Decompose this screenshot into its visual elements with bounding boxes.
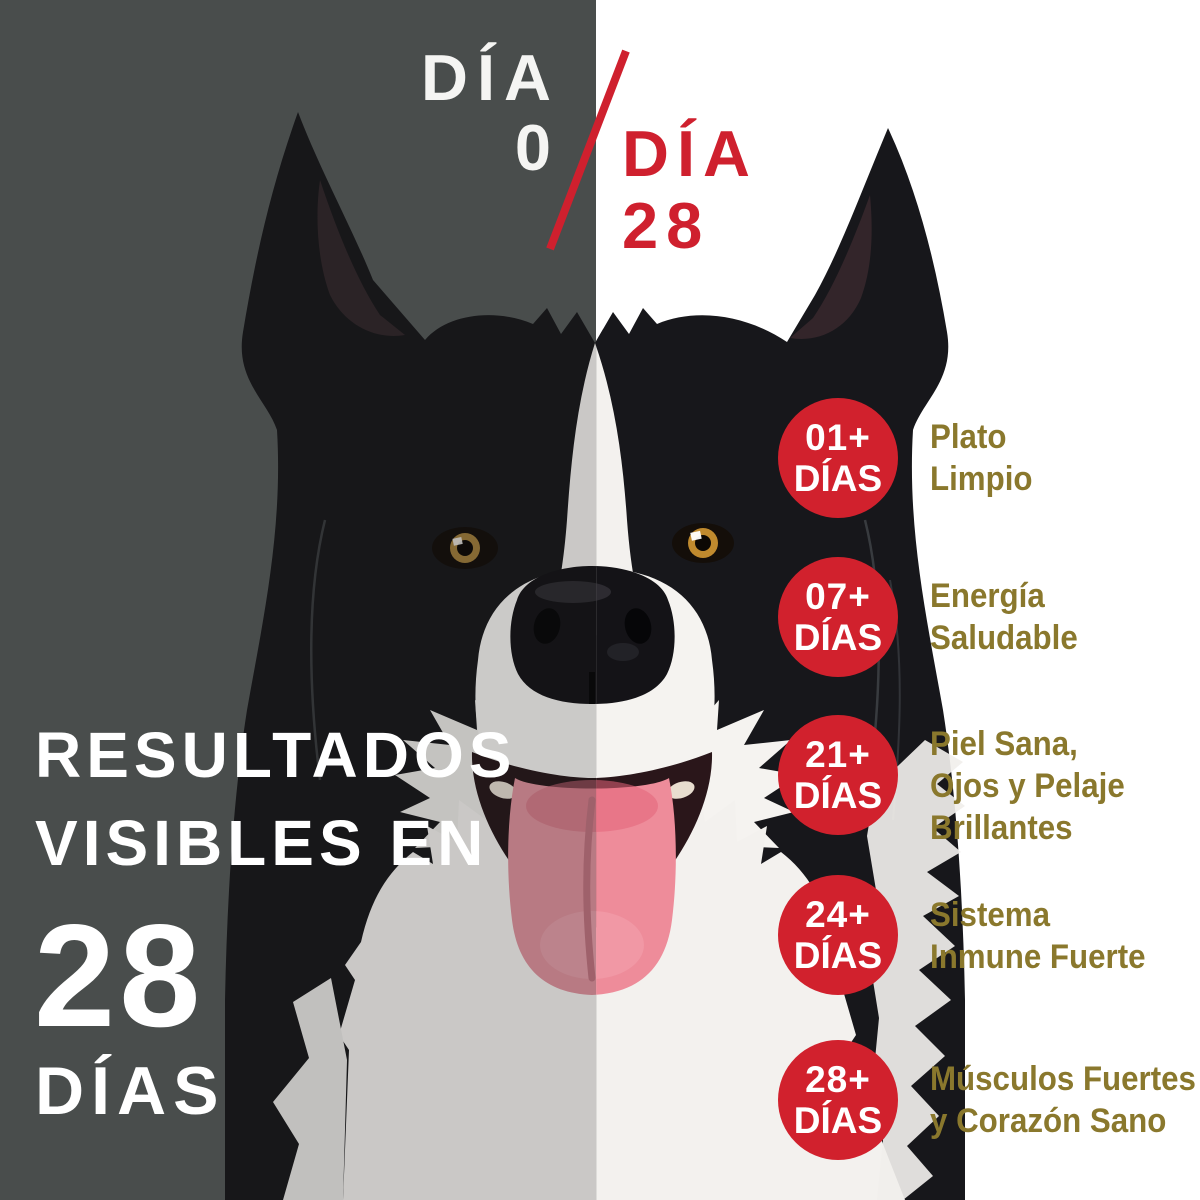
badge-days: 21+: [805, 734, 871, 775]
benefit-badge-21: 21+ DÍAS: [778, 715, 898, 835]
badge-label: DÍAS: [793, 935, 883, 976]
badge-label: DÍAS: [793, 617, 883, 658]
badge-label: DÍAS: [793, 458, 883, 499]
benefit-text-musculos-corazon: Músculos Fuertes y Corazón Sano: [930, 1060, 1196, 1140]
benefit-text-piel-ojos-pelaje: Piel Sana, Ojos y Pelaje Brillantes: [930, 725, 1125, 847]
benefit-badge-24: 24+ DÍAS: [778, 875, 898, 995]
badge-days: 01+: [805, 417, 871, 458]
benefit-text-sistema-inmune: Sistema Inmune Fuerte: [930, 896, 1146, 976]
headline-line2: VISIBLES EN: [35, 807, 489, 879]
benefit-text-plato-limpio: Plato Limpio: [930, 418, 1033, 498]
benefit-badge-07: 07+ DÍAS: [778, 557, 898, 677]
badge-label: DÍAS: [793, 1100, 883, 1141]
badge-days: 07+: [805, 576, 871, 617]
badge-days: 28+: [805, 1059, 871, 1100]
benefit-badge-28: 28+ DÍAS: [778, 1040, 898, 1160]
headline-line1: RESULTADOS: [35, 719, 517, 791]
day0-number: 0: [514, 111, 560, 184]
day28-number: 28: [622, 189, 711, 262]
day28-word: DÍA: [622, 117, 758, 190]
day0-word: DÍA: [421, 41, 560, 114]
badge-label: DÍAS: [793, 775, 883, 816]
headline-number: 28: [34, 894, 205, 1057]
day28-label: DÍA 28: [622, 118, 758, 262]
badge-days: 24+: [805, 894, 871, 935]
headline-number-label: DÍAS: [35, 1053, 226, 1129]
benefit-badge-01: 01+ DÍAS: [778, 398, 898, 518]
benefit-text-energia-saludable: Energía Saludable: [930, 577, 1078, 657]
day0-label: DÍA 0: [0, 43, 560, 183]
headline: RESULTADOS VISIBLES EN: [35, 711, 516, 887]
